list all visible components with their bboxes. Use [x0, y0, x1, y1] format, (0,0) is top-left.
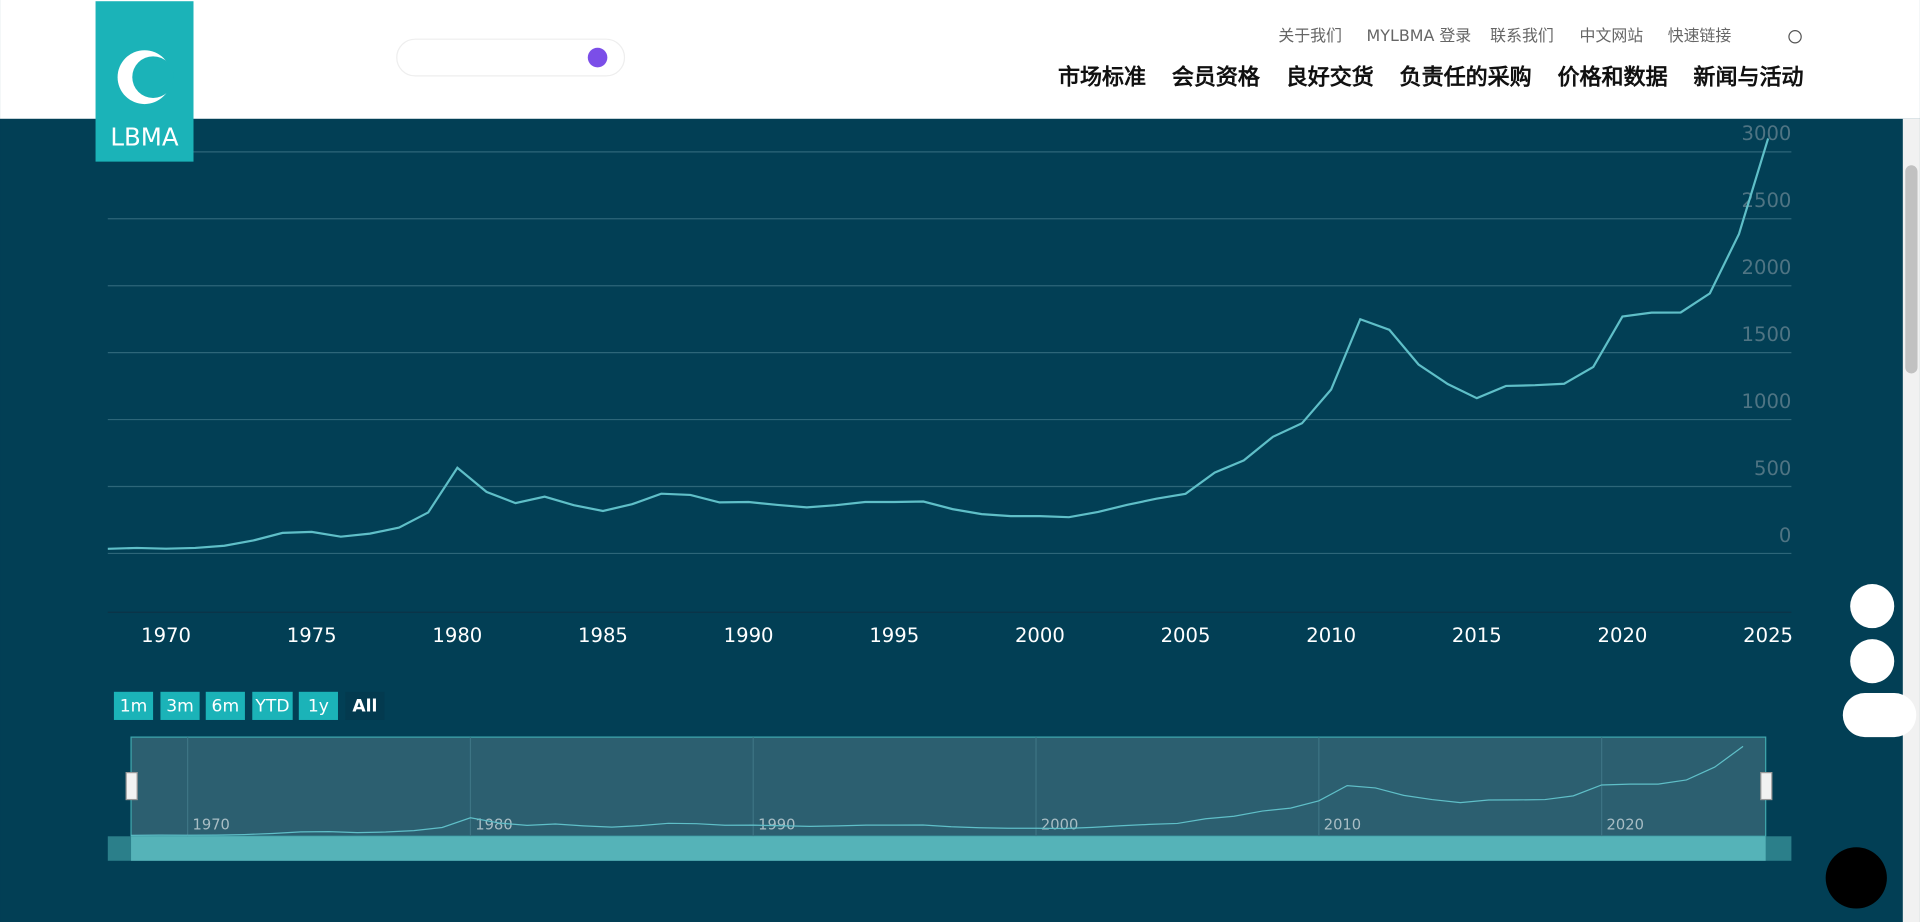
price-line	[107, 138, 1770, 550]
range-selector: 1m 3m 6m YTD 1y All	[113, 691, 385, 720]
side-button[interactable]	[1842, 693, 1917, 738]
top-links: 关于我们 MYLBMA 登录 联系我们 中文网站 快速链接	[1278, 26, 1731, 45]
nav-item[interactable]: 市场标准	[1058, 64, 1146, 90]
x-tick-label: 1985	[578, 624, 628, 647]
range-button-label[interactable]: YTD	[254, 696, 289, 716]
top-link[interactable]: 联系我们	[1490, 26, 1554, 45]
range-button[interactable]	[345, 691, 385, 720]
range-button-label[interactable]: 6m	[212, 696, 240, 716]
extension-toolbar[interactable]	[396, 38, 626, 77]
nav-item[interactable]: 负责任的采购	[1400, 64, 1532, 90]
top-link[interactable]: MYLBMA 登录	[1367, 26, 1472, 45]
navigator-handle[interactable]	[1760, 772, 1773, 801]
navigator-tick-label: 1980	[475, 816, 512, 833]
range-button[interactable]	[160, 691, 200, 720]
y-tick-label: 1000	[1742, 390, 1792, 413]
chart: 0 500 1000 1500 2000 2500 3000 1970 1975 1980 1985…	[107, 122, 1793, 647]
x-tick-label: 2015	[1452, 624, 1502, 647]
x-tick-label: 1980	[432, 624, 482, 647]
range-button-label[interactable]: 3m	[166, 696, 194, 716]
header	[0, 0, 1920, 119]
navigator-tick-label: 2020	[1607, 816, 1644, 833]
y-tick-label: 1500	[1742, 323, 1792, 346]
x-tick-label: 1995	[869, 624, 919, 647]
navigator-tick-label: 2000	[1041, 816, 1078, 833]
nav-item[interactable]: 新闻与活动	[1693, 64, 1803, 90]
y-tick-label: 500	[1754, 457, 1791, 480]
top-link[interactable]: 中文网站	[1580, 26, 1644, 45]
scroll-thumb[interactable]	[1905, 165, 1918, 374]
top-link[interactable]: 快速链接	[1668, 26, 1732, 45]
floating-button[interactable]	[1825, 847, 1887, 909]
logo-text: LBMA	[110, 122, 179, 151]
range-button[interactable]	[205, 691, 245, 720]
y-tick-label: 2500	[1742, 189, 1792, 212]
search-icon[interactable]	[1788, 29, 1802, 44]
y-tick-label: 0	[1779, 524, 1791, 547]
extension-icon[interactable]	[587, 47, 608, 68]
nav-item[interactable]: 良好交货	[1286, 64, 1374, 90]
navigator-handle[interactable]	[125, 772, 138, 801]
range-button[interactable]	[298, 691, 338, 720]
x-tick-label: 2025	[1743, 624, 1793, 647]
side-button[interactable]	[1850, 584, 1895, 629]
x-tick-label: 2020	[1598, 624, 1648, 647]
logo-moon	[132, 56, 174, 98]
navigator-tick-label: 2010	[1324, 816, 1361, 833]
x-tick-label: 1970	[141, 624, 191, 647]
navigator-tick-label: 1970	[193, 816, 230, 833]
x-tick-label: 2000	[1015, 624, 1065, 647]
main-nav: 市场标准 会员资格 良好交货 负责任的采购 价格和数据 新闻与活动	[1058, 64, 1804, 90]
nav-item[interactable]: 价格和数据	[1558, 64, 1668, 90]
y-tick-label: 3000	[1742, 122, 1792, 145]
nav-item[interactable]: 会员资格	[1172, 64, 1261, 90]
navigator: 1970 1980 1990 2000 2010 2020	[107, 736, 1792, 861]
range-button[interactable]	[252, 691, 293, 720]
price-line	[131, 745, 1744, 836]
x-tick-label: 1990	[724, 624, 774, 647]
navigator-window	[130, 736, 1767, 837]
x-tick-label: 2005	[1161, 624, 1211, 647]
range-button-label[interactable]: All	[352, 696, 377, 716]
x-tick-label: 1975	[287, 624, 337, 647]
range-button-label[interactable]: 1m	[120, 696, 148, 716]
range-button[interactable]	[113, 691, 154, 720]
x-tick-label: 2010	[1306, 624, 1356, 647]
scrollbar-thumb[interactable]	[131, 836, 1766, 861]
navigator-tick-label: 1990	[758, 816, 795, 833]
range-button-label[interactable]: 1y	[308, 696, 329, 716]
top-link[interactable]: 关于我们	[1278, 26, 1342, 45]
side-button[interactable]	[1850, 639, 1895, 684]
y-tick-label: 2000	[1742, 256, 1792, 279]
